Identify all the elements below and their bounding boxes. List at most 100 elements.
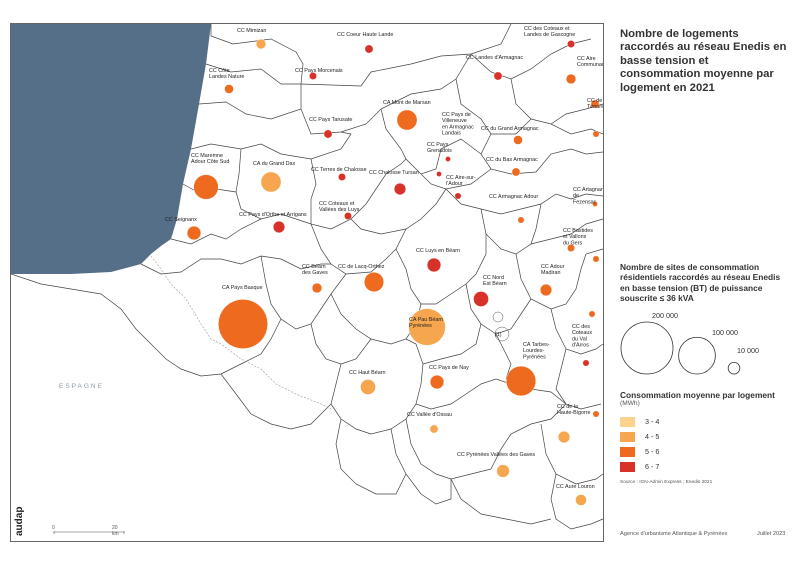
commune-label: CC des Coteaux et Landes de Gascogne <box>524 26 575 38</box>
color-legend-item: 3 - 4 <box>620 414 659 429</box>
commune-label: CC Béarn des Gaves <box>302 264 328 276</box>
map-title: Nombre de logements raccordés au réseau … <box>620 28 787 94</box>
commune-label: CC Vallée d'Ossau <box>407 412 452 418</box>
commune-symbol <box>557 430 571 444</box>
commune-symbol <box>426 257 442 273</box>
color-legend-label: 4 - 5 <box>645 432 660 441</box>
commune-symbol <box>186 225 202 241</box>
commune-symbol <box>323 129 333 139</box>
commune-symbol <box>582 359 590 367</box>
commune-label: CC Artagnan de Fezensac <box>573 187 603 205</box>
commune-label: CC Maremne Adour Côte Sud <box>191 153 229 165</box>
commune-symbol <box>565 73 577 85</box>
commune-symbol <box>309 72 317 80</box>
commune-label: CC de Lacq-Orthez <box>338 264 385 270</box>
color-legend-title: Consommation moyenne par logement <box>620 390 775 400</box>
map-frame: ESPAGNE (1) CC Mimizan CC Coeur Haute Lan… <box>10 23 604 542</box>
commune-label: CC Mimizan <box>237 28 266 34</box>
size-legend: 200 000 100 000 10 000 <box>620 311 759 375</box>
color-swatch <box>620 431 635 442</box>
size-legend-label: 200 000 <box>652 311 678 320</box>
commune-symbol <box>224 84 234 94</box>
commune-label: CC Terres de Chalosse <box>311 167 367 173</box>
commune-label: CA Pau Béarn Pyrénées <box>409 317 443 329</box>
commune-label: CC Côte Landes Nature <box>209 68 244 80</box>
color-swatch <box>620 416 635 427</box>
commune-label: CC Aire-sur-l'Adour <box>446 175 476 187</box>
commune-label: CC des Coteaux du Val d'Arros <box>572 324 592 349</box>
commune-label: CC Pays Tarusate <box>309 117 352 123</box>
commune-symbol <box>364 272 384 292</box>
commune-label: CC Armagnac Adour <box>489 194 538 200</box>
commune-label: CC Pays de Villeneuve en Armagnac Landais <box>442 112 474 137</box>
color-legend-item: 4 - 5 <box>620 429 659 444</box>
commune-label: CA Tarbes-Lourdes-Pyrénées <box>523 342 550 360</box>
audap-logo: audap <box>12 500 26 538</box>
size-legend-circle <box>620 321 674 375</box>
commune-label: CC Coeur Haute Lande <box>337 32 393 38</box>
commune-symbol <box>311 282 323 294</box>
proportional-symbols <box>186 38 600 506</box>
commune-symbol <box>445 156 451 162</box>
commune-label: CC Pyrénées Vallées des Gaves <box>457 452 535 458</box>
commune-symbol <box>592 201 598 207</box>
footnote-circle <box>494 326 510 342</box>
logo-text: audap <box>14 507 25 536</box>
commune-symbol <box>539 283 553 297</box>
commune-symbol <box>513 135 523 145</box>
commune-label: CC Pays de Nay <box>429 365 469 371</box>
commune-label: CC du Grand Armagnac <box>481 126 539 132</box>
commune-label: CC de laTénarèze <box>587 98 603 110</box>
country-label: ESPAGNE <box>59 383 104 390</box>
commune-label: CC Aure Louron <box>556 484 595 490</box>
color-legend-item: 6 - 7 <box>620 459 659 474</box>
commune-label: CA du Grand Dax <box>253 161 296 167</box>
spain-border <box>150 255 332 410</box>
commune-labels: CC Mimizan CC Coeur Haute Lande CC des Cot… <box>165 26 603 490</box>
commune-label: CC Bastides et Vallons du Gers <box>563 228 593 246</box>
commune-symbol <box>592 255 600 263</box>
commune-symbol <box>408 308 446 346</box>
color-legend-item: 5 - 6 <box>620 444 659 459</box>
agency-name: Agence d'urbanisme Atlantique & Pyrénées <box>620 531 728 537</box>
commune-symbol <box>592 410 600 418</box>
commune-symbol <box>344 212 352 220</box>
commune-symbol <box>511 167 521 177</box>
commune-symbol <box>517 216 525 224</box>
commune-symbol <box>260 171 282 193</box>
commune-symbol <box>592 130 600 138</box>
commune-symbol <box>255 38 267 50</box>
commune-symbol <box>567 40 575 48</box>
commune-symbol <box>193 174 219 200</box>
scale-end: 20 km <box>112 525 119 537</box>
publication-date: Juillet 2023 <box>757 531 786 537</box>
commune-symbol <box>567 244 575 252</box>
commune-label: CC Chalosse Tursan <box>369 170 419 176</box>
commune-symbol <box>429 374 445 390</box>
commune-label: CC Pays d'Orthe et Arrigans <box>239 212 307 218</box>
color-swatch <box>620 446 635 457</box>
size-legend-circle <box>678 336 716 375</box>
commune-symbol <box>454 192 462 200</box>
commune-label: CC AireCommunauté <box>577 56 603 68</box>
size-legend-label: 100 000 <box>712 328 738 337</box>
color-legend: 3 - 4 4 - 5 5 - 6 6 - 7 <box>620 414 659 474</box>
commune-label: CC Adour Madiran <box>541 264 565 276</box>
commune-label: CC Seignanx <box>165 217 197 223</box>
commune-symbol <box>436 171 442 177</box>
commune-symbol <box>588 310 596 318</box>
commune-label: CC du Bas Armagnac <box>486 157 538 163</box>
commune-label: CC Luys en Béarn <box>416 248 460 254</box>
ocean <box>11 24 211 274</box>
source-note: Source : IGN-Admin Express ; Enedis 2021 <box>620 480 713 485</box>
color-legend-label: 5 - 6 <box>645 447 660 456</box>
size-legend-title: Nombre de sites de consommation résident… <box>620 262 781 304</box>
map-canvas: ESPAGNE (1) CC Mimizan CC Coeur Haute Lan… <box>11 24 603 530</box>
commune-symbol <box>338 173 346 181</box>
commune-label: CA Mont de Marsan <box>383 100 431 106</box>
size-legend-label: 10 000 <box>737 346 759 355</box>
commune-label: CC Pays Morcenais <box>295 68 343 74</box>
commune-symbol <box>505 365 537 397</box>
commune-label: CA Pays Basque <box>222 285 262 291</box>
footnote-circle <box>492 311 504 323</box>
